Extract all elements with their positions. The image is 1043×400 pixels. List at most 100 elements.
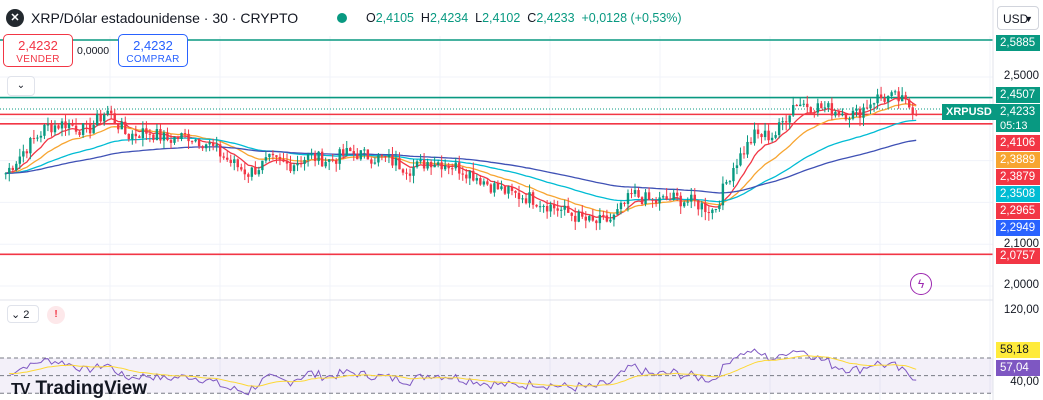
tradingview-logo-icon: TV (11, 381, 30, 398)
candle-body (626, 193, 630, 204)
candle-body (173, 136, 176, 143)
lightning-icon[interactable]: ϟ (910, 273, 932, 295)
candle-body (39, 135, 43, 138)
candle-body (584, 216, 587, 221)
candle-body (233, 159, 236, 163)
candle-body (770, 137, 774, 141)
candle-body (110, 110, 113, 114)
candle-body (8, 167, 11, 174)
candle-body (552, 204, 556, 209)
candle-body (342, 149, 345, 156)
candle-body (623, 202, 626, 204)
candle-body (53, 125, 57, 133)
candle-body (387, 154, 391, 158)
candle-body (855, 108, 858, 111)
candle-body (162, 132, 166, 141)
symbol-title[interactable]: XRP/Dólar estadounidense · 30 · CRYPTO (31, 10, 299, 26)
candle-body (338, 149, 341, 164)
price-tick: 2,1000 (1003, 238, 1039, 250)
candle-body (204, 144, 208, 149)
candle-body (900, 95, 904, 102)
candle-body (774, 135, 777, 138)
price-tick: 2,0000 (1003, 279, 1039, 291)
candle-body (229, 159, 232, 163)
price-tick: 2,5000 (1003, 70, 1039, 82)
candle-body (194, 139, 197, 142)
candle-body (324, 161, 327, 167)
candle-body (862, 107, 865, 118)
candle-body (264, 157, 268, 161)
candle-body (763, 130, 767, 138)
candle-body (176, 136, 180, 139)
candle-body (746, 141, 749, 155)
candle-body (349, 148, 352, 152)
candle-body (159, 129, 162, 141)
candle-body (124, 121, 127, 134)
candle-body (827, 103, 830, 108)
candle-body (876, 94, 879, 104)
candle-body (574, 215, 577, 222)
candle-body (366, 149, 370, 160)
ema-label: 2,3889 (996, 152, 1040, 168)
candle-body (433, 164, 436, 168)
candle-body (95, 113, 99, 125)
market-open-indicator[interactable] (337, 13, 347, 23)
candle-body (475, 178, 479, 181)
candle-body (479, 178, 482, 185)
buy-button[interactable]: 2,4232 COMPRAR (118, 34, 188, 67)
sell-price: 2,4232 (18, 38, 58, 53)
close-value: 2,4233 (536, 11, 575, 25)
tradingview-logo[interactable]: TV TradingView (11, 378, 148, 399)
candle-body (419, 159, 422, 162)
candle-body (299, 163, 303, 165)
candle-body (549, 204, 552, 212)
chart-header: ✕ XRP/Dólar estadounidense · 30 · CRYPTO… (0, 0, 995, 36)
sell-button[interactable]: 2,4232 VENDER (3, 34, 73, 67)
candle-body (690, 194, 693, 202)
candle-body (127, 133, 130, 140)
buy-price: 2,4232 (133, 38, 173, 53)
candle-body (345, 148, 348, 156)
candle-body (570, 212, 573, 216)
level-label: 2,0757 (996, 248, 1040, 264)
candle-body (152, 134, 155, 140)
buy-label: COMPRAR (126, 54, 180, 65)
ohlc-legend: O2,4105 H2,4234 L2,4102 C2,4233 +0,0128 … (366, 11, 682, 25)
candle-body (721, 183, 725, 206)
candle-body (482, 181, 486, 185)
candle-body (837, 111, 841, 116)
candle-body (25, 151, 29, 154)
candle-body (865, 107, 869, 109)
candle-body (15, 163, 18, 171)
candle-body (647, 192, 651, 200)
candle-body (911, 107, 914, 115)
candle-body (841, 113, 844, 116)
candle-body (208, 142, 211, 145)
candle-body (370, 159, 373, 164)
candle-body (373, 162, 377, 164)
candle-body (261, 160, 264, 171)
warning-icon[interactable]: ! (47, 306, 65, 324)
indicator-toggle[interactable]: ⌄ 2 (7, 305, 39, 323)
candle-body (113, 113, 116, 124)
candle-body (271, 153, 275, 156)
candle-body (591, 216, 595, 221)
candle-body (197, 139, 201, 147)
candle-body (869, 104, 872, 109)
candle-body (50, 124, 53, 133)
candle-body (327, 159, 331, 162)
collapse-legend-button[interactable]: ⌄ (7, 76, 35, 96)
candle-body (915, 114, 918, 116)
candle-body (486, 181, 489, 185)
candle-body (535, 204, 538, 207)
candle-body (806, 103, 809, 108)
candle-body (718, 205, 721, 210)
candle-body (134, 133, 138, 137)
candle-body (102, 114, 106, 122)
candle-body (496, 183, 500, 190)
candle-body (700, 203, 704, 210)
candle-body (145, 128, 148, 134)
candle-body (908, 99, 911, 108)
currency-select[interactable]: USD ▼ (997, 6, 1039, 30)
